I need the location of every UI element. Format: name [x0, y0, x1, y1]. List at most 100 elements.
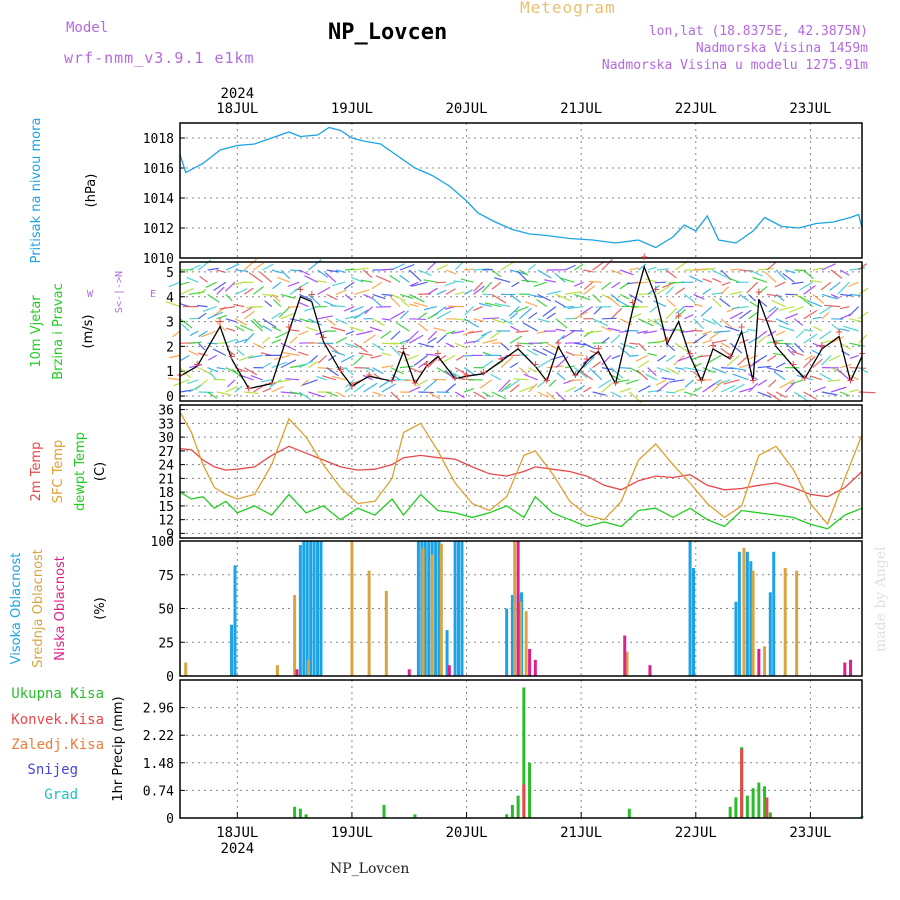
- wind-vector: [463, 289, 473, 295]
- clouds-bar: [513, 541, 517, 676]
- wind-vector: [526, 348, 538, 356]
- wind-vector: [271, 312, 282, 320]
- clouds-bar: [316, 541, 320, 676]
- clouds-bar: [367, 570, 371, 676]
- wind-vector: [317, 269, 329, 278]
- wind-vector: [445, 330, 456, 335]
- clouds-ytick: 50: [158, 603, 174, 618]
- wind-vector: [390, 391, 401, 401]
- wind-vector: [188, 384, 202, 393]
- wind-vector: [413, 301, 428, 308]
- wind-vector: [194, 379, 208, 391]
- wind-vector: [326, 318, 336, 326]
- wind-vector: [490, 373, 502, 381]
- wind-gust-marker: +: [217, 314, 224, 328]
- wind-vector: [702, 267, 716, 271]
- wind-vector: [790, 379, 804, 385]
- wind-vector: [381, 364, 394, 369]
- wind-vector: [197, 342, 206, 351]
- wind-vector: [225, 385, 239, 393]
- wind-vector: [479, 379, 493, 389]
- temperature-ytick: 12: [158, 514, 174, 529]
- wind-vector: [810, 279, 822, 283]
- wind-vector: [610, 334, 621, 344]
- wind-vector: [732, 373, 749, 381]
- wind-vector: [525, 301, 538, 308]
- wind-vector: [491, 318, 505, 324]
- precip-bar: [522, 784, 526, 818]
- clouds-bar: [384, 590, 388, 676]
- temperature-frame: [179, 404, 863, 539]
- wind-vector: [391, 346, 401, 356]
- wind-vector: [766, 339, 784, 344]
- wind-vector: [812, 342, 824, 349]
- wind-gust-marker: +: [629, 295, 636, 309]
- wind-vector: [711, 291, 723, 295]
- wind-vector: [423, 379, 438, 392]
- precip-bar: [627, 808, 631, 818]
- wind-vector: [473, 391, 486, 400]
- wind-vector: [381, 352, 392, 356]
- wind-dir-west: W: [87, 289, 94, 300]
- wind-vector: [289, 329, 300, 332]
- clouds-bar: [447, 665, 451, 676]
- wind-vector: [684, 391, 696, 396]
- wind-vector: [514, 306, 529, 313]
- day-label-bottom: 18JUL: [216, 825, 258, 841]
- wind-vector: [275, 330, 291, 339]
- clouds-bar: [233, 565, 237, 676]
- wind-gust-marker: +: [320, 330, 327, 344]
- clouds-bar: [510, 595, 514, 676]
- wind-vector: [746, 281, 759, 294]
- wind-vector: [165, 301, 181, 308]
- wind-vector: [812, 293, 824, 304]
- wind-vector: [330, 326, 346, 332]
- wind-vector: [317, 354, 328, 364]
- wind-vector: [821, 312, 830, 320]
- wind-vector: [537, 269, 552, 279]
- wind-vector: [250, 374, 263, 381]
- wind-vector: [665, 286, 674, 295]
- wind-vector: [595, 306, 612, 308]
- wind-vector: [573, 384, 585, 393]
- wind-vector: [307, 293, 321, 306]
- wind-vector: [335, 391, 346, 398]
- clouds-bar: [416, 541, 420, 676]
- wind-vector: [418, 360, 429, 369]
- wind-vector: [350, 276, 364, 283]
- clouds-bar: [505, 608, 509, 676]
- day-label-top: 23JUL: [789, 101, 831, 117]
- wind-vector: [573, 367, 588, 379]
- wind-vector: [473, 281, 484, 292]
- wind-vector: [390, 293, 406, 302]
- wind-vector: [186, 276, 199, 283]
- wind-vector: [316, 280, 327, 283]
- wind-vector: [435, 281, 446, 284]
- wind-vector: [775, 293, 785, 302]
- wind-vector: [675, 306, 685, 314]
- wind-vector: [262, 387, 272, 393]
- wind-vector: [427, 312, 438, 320]
- wind-vector: [829, 281, 841, 291]
- wind-gust-marker: +: [308, 287, 315, 301]
- wind-vector: [766, 391, 781, 402]
- precip-bar: [505, 814, 509, 818]
- clouds-bar: [423, 541, 427, 676]
- wind-vector: [491, 269, 502, 278]
- meteogram-title: Meteogram: [520, 0, 616, 17]
- footer-station: NP_Lovcen: [330, 861, 410, 877]
- wind-vector: [370, 354, 382, 359]
- wind-vector: [510, 325, 520, 332]
- wind-vector: [189, 363, 203, 369]
- wind-vector: [390, 263, 405, 271]
- wind-gust-marker: +: [652, 282, 659, 296]
- wind-vector: [665, 354, 676, 362]
- wind-vector: [427, 261, 437, 271]
- wind-vector: [748, 269, 763, 277]
- wind-gust-marker: +: [411, 376, 418, 390]
- wind-vector: [276, 276, 291, 283]
- wind-vector: [675, 367, 685, 370]
- wind-vector: [408, 334, 424, 344]
- wind-ytick: 2: [166, 340, 174, 355]
- wind-vector: [580, 370, 593, 381]
